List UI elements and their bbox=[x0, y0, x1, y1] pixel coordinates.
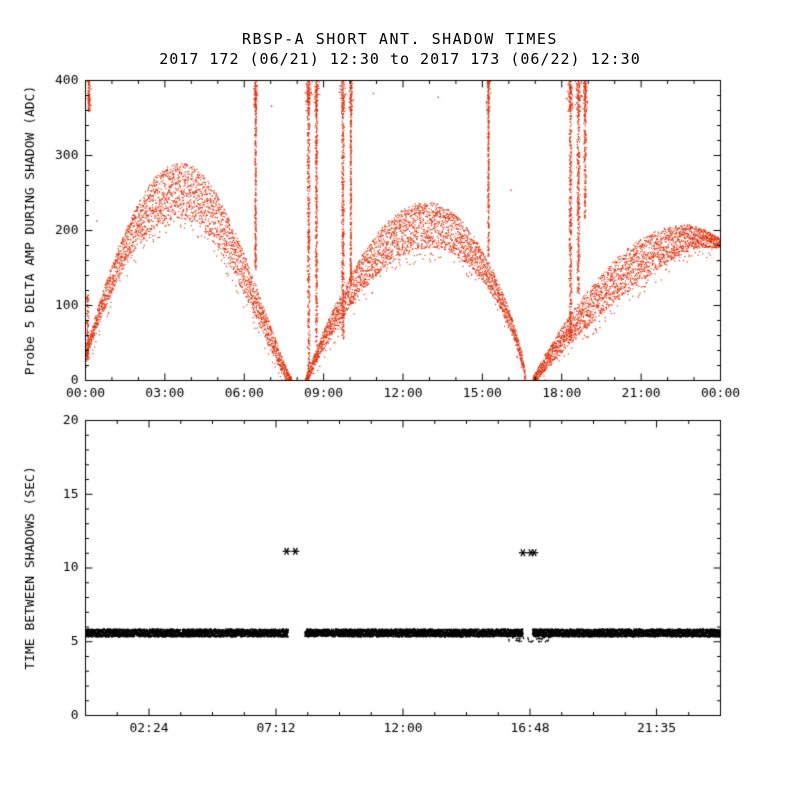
chart-title: RBSP-A SHORT ANT. SHADOW TIMES bbox=[242, 30, 558, 48]
chart-subtitle: 2017 172 (06/21) 12:30 to 2017 173 (06/2… bbox=[159, 50, 641, 68]
